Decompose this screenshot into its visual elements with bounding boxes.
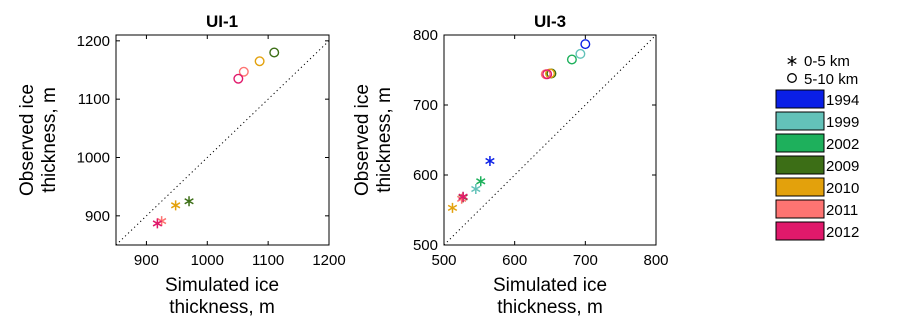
data-point-circle-1999 bbox=[575, 48, 586, 59]
data-point-circle-2011 bbox=[238, 66, 249, 77]
legend-swatch bbox=[775, 155, 825, 175]
data-point-circle-2010 bbox=[254, 56, 265, 67]
one-to-one-line bbox=[444, 35, 656, 245]
legend-item-2002: 2002 bbox=[775, 133, 859, 153]
data-point-asterisk-1999 bbox=[471, 184, 481, 194]
x-tick-label: 700 bbox=[573, 252, 598, 269]
axis-ticks: 900 1000 1100 1200 900 1000 1100 1200 bbox=[77, 33, 346, 269]
legend-swatch bbox=[775, 199, 825, 219]
data-point-circle-2012 bbox=[233, 73, 244, 84]
legend-label: 1999 bbox=[826, 114, 859, 131]
x-axis-label-line-1: Simulated ice bbox=[493, 275, 607, 296]
data-point-asterisk-1994 bbox=[485, 156, 495, 166]
legend-swatch bbox=[775, 177, 825, 197]
x-axis-label-line-2: thickness, m bbox=[497, 297, 603, 318]
panel-title: UI-3 bbox=[534, 12, 566, 31]
y-tick-label: 800 bbox=[413, 27, 438, 44]
one-to-one-line bbox=[116, 40, 329, 245]
x-tick-label: 500 bbox=[431, 252, 456, 269]
x-axis-label-line-1: Simulated ice bbox=[165, 275, 279, 296]
legend-item-2012: 2012 bbox=[775, 221, 859, 241]
y-tick-label: 500 bbox=[413, 237, 438, 254]
data-point-asterisk-2012 bbox=[152, 218, 163, 229]
data-points bbox=[447, 39, 591, 213]
legend-label: 2012 bbox=[826, 224, 859, 241]
y-axis-label-line-2: thickness, m bbox=[39, 87, 60, 193]
y-tick-label: 900 bbox=[85, 208, 110, 225]
legend-label: 2011 bbox=[826, 202, 858, 219]
data-point-asterisk-2002 bbox=[476, 176, 486, 187]
data-point-circle-2012 bbox=[542, 69, 553, 80]
reference-line bbox=[116, 40, 329, 245]
legend-item-2009: 2009 bbox=[775, 155, 859, 175]
legend-swatch bbox=[775, 133, 825, 153]
y-axis-label-line-2: thickness, m bbox=[374, 87, 395, 193]
y-tick-label: 700 bbox=[413, 97, 438, 114]
legend-item-1999: 1999 bbox=[775, 111, 859, 131]
y-axis-label-line-1: Observed ice bbox=[352, 84, 373, 196]
legend-item-2010: 2010 bbox=[775, 177, 859, 197]
data-point-asterisk-2012 bbox=[458, 191, 468, 202]
asterisk-marker-icon bbox=[787, 56, 797, 66]
legend-label: 2010 bbox=[826, 180, 859, 197]
data-points bbox=[152, 47, 280, 229]
legend-label: 2002 bbox=[826, 136, 859, 153]
legend-marker-circle: 5-10 km bbox=[787, 71, 858, 88]
legend: 0-5 km 5-10 km 1994 1999 2002 2009 2010 2011 2… bbox=[775, 53, 859, 241]
x-tick-label: 1100 bbox=[252, 252, 284, 269]
legend-item-1994: 1994 bbox=[775, 89, 859, 109]
panel-ui-3: UI-3 500 600 700 800 500 600 700 800 Simulated … bbox=[352, 12, 669, 318]
legend-label: 1994 bbox=[826, 92, 859, 109]
legend-item-2011: 2011 bbox=[775, 199, 858, 219]
reference-line bbox=[444, 35, 656, 245]
y-tick-label: 600 bbox=[413, 167, 438, 184]
legend-swatch bbox=[775, 89, 825, 109]
data-point-asterisk-2010 bbox=[170, 200, 181, 211]
y-tick-label: 1200 bbox=[77, 33, 110, 50]
panel-title: UI-1 bbox=[206, 12, 238, 31]
data-point-circle-2009 bbox=[269, 47, 280, 58]
legend-label: 2009 bbox=[826, 158, 859, 175]
data-point-asterisk-2010 bbox=[447, 202, 458, 213]
x-tick-label: 1200 bbox=[312, 252, 345, 269]
x-tick-label: 900 bbox=[134, 252, 159, 269]
data-point-asterisk-2009 bbox=[184, 196, 194, 207]
axes-box bbox=[443, 34, 657, 246]
y-tick-label: 1100 bbox=[78, 91, 110, 108]
legend-swatch bbox=[775, 111, 825, 131]
legend-years: 1994 1999 2002 2009 2010 2011 2012 bbox=[775, 89, 859, 241]
legend-marker-asterisk: 0-5 km bbox=[787, 53, 850, 70]
x-tick-label: 1000 bbox=[191, 252, 224, 269]
x-tick-label: 800 bbox=[643, 252, 668, 269]
data-point-circle-2002 bbox=[566, 54, 577, 65]
y-axis-label-line-1: Observed ice bbox=[17, 84, 38, 196]
y-tick-label: 1000 bbox=[77, 150, 110, 167]
axes-box bbox=[115, 34, 330, 246]
data-point-circle-1994 bbox=[580, 39, 591, 50]
x-tick-label: 600 bbox=[502, 252, 527, 269]
circle-marker-icon bbox=[787, 73, 797, 83]
axis-ticks: 500 600 700 800 500 600 700 800 bbox=[413, 27, 669, 269]
x-axis-label-line-2: thickness, m bbox=[169, 297, 275, 318]
panel-ui-1: UI-1 900 1000 1100 1200 900 1000 1100 1200 Simu… bbox=[17, 12, 346, 318]
legend-label: 0-5 km bbox=[804, 53, 850, 70]
legend-swatch bbox=[775, 221, 825, 241]
legend-label: 5-10 km bbox=[804, 71, 858, 88]
